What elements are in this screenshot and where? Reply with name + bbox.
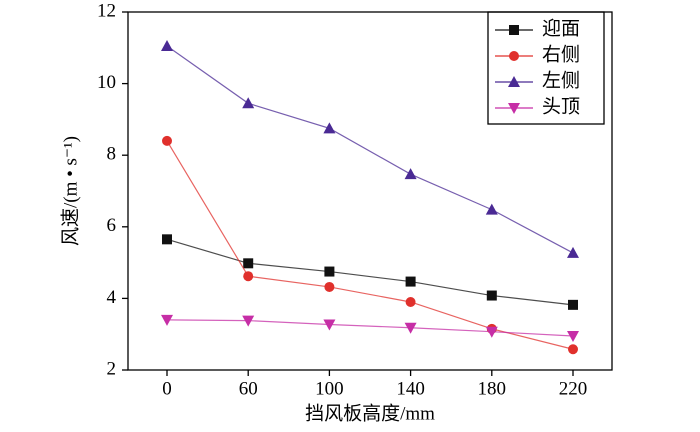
x-axis-label: 挡风板高度/mm — [305, 402, 435, 424]
data-point — [324, 266, 335, 277]
data-point — [161, 314, 173, 326]
y-tick-label: 2 — [107, 358, 117, 379]
y-tick-label: 8 — [107, 144, 117, 165]
data-point — [485, 326, 498, 338]
data-point — [323, 122, 336, 134]
series-line — [166, 140, 574, 350]
data-point — [243, 258, 254, 269]
x-tick-label: 140 — [396, 378, 425, 399]
y-tick-label: 12 — [97, 0, 116, 21]
data-point — [242, 97, 255, 109]
legend-label: 迎面 — [542, 17, 580, 39]
data-point — [568, 344, 578, 355]
series-line — [166, 45, 574, 254]
data-point — [405, 296, 416, 307]
legend-marker — [508, 76, 520, 87]
y-tick-label: 4 — [107, 287, 117, 308]
series-line — [166, 238, 574, 306]
data-point — [324, 281, 335, 292]
x-tick-label: 0 — [162, 378, 172, 399]
data-point — [404, 322, 417, 334]
data-point — [404, 168, 417, 180]
x-tick-label: 220 — [559, 378, 588, 399]
y-axis-label: 风速/(m • s⁻¹) — [59, 136, 81, 246]
y-tick-label: 10 — [97, 72, 116, 93]
data-point — [243, 271, 254, 282]
data-point — [242, 315, 255, 327]
legend-marker — [508, 103, 520, 114]
data-point — [567, 330, 579, 342]
legend-marker — [509, 25, 519, 35]
data-point — [161, 40, 173, 52]
legend-box — [487, 11, 605, 125]
y-tick-label: 6 — [107, 215, 117, 236]
data-point — [405, 276, 416, 287]
plot-frame — [127, 11, 613, 371]
data-point — [162, 135, 172, 146]
data-point — [567, 246, 579, 258]
data-point — [323, 319, 336, 331]
data-point — [486, 290, 497, 301]
legend-label: 左侧 — [542, 69, 580, 91]
x-tick-label: 180 — [478, 378, 507, 399]
x-tick-label: 60 — [239, 378, 258, 399]
x-tick-label: 100 — [315, 378, 344, 399]
legend-label: 头顶 — [542, 95, 580, 117]
legend-marker — [509, 51, 519, 61]
data-point — [568, 299, 578, 310]
data-point — [485, 203, 498, 215]
legend-label: 右侧 — [542, 43, 580, 65]
series-line — [166, 319, 574, 337]
data-point — [162, 234, 172, 245]
